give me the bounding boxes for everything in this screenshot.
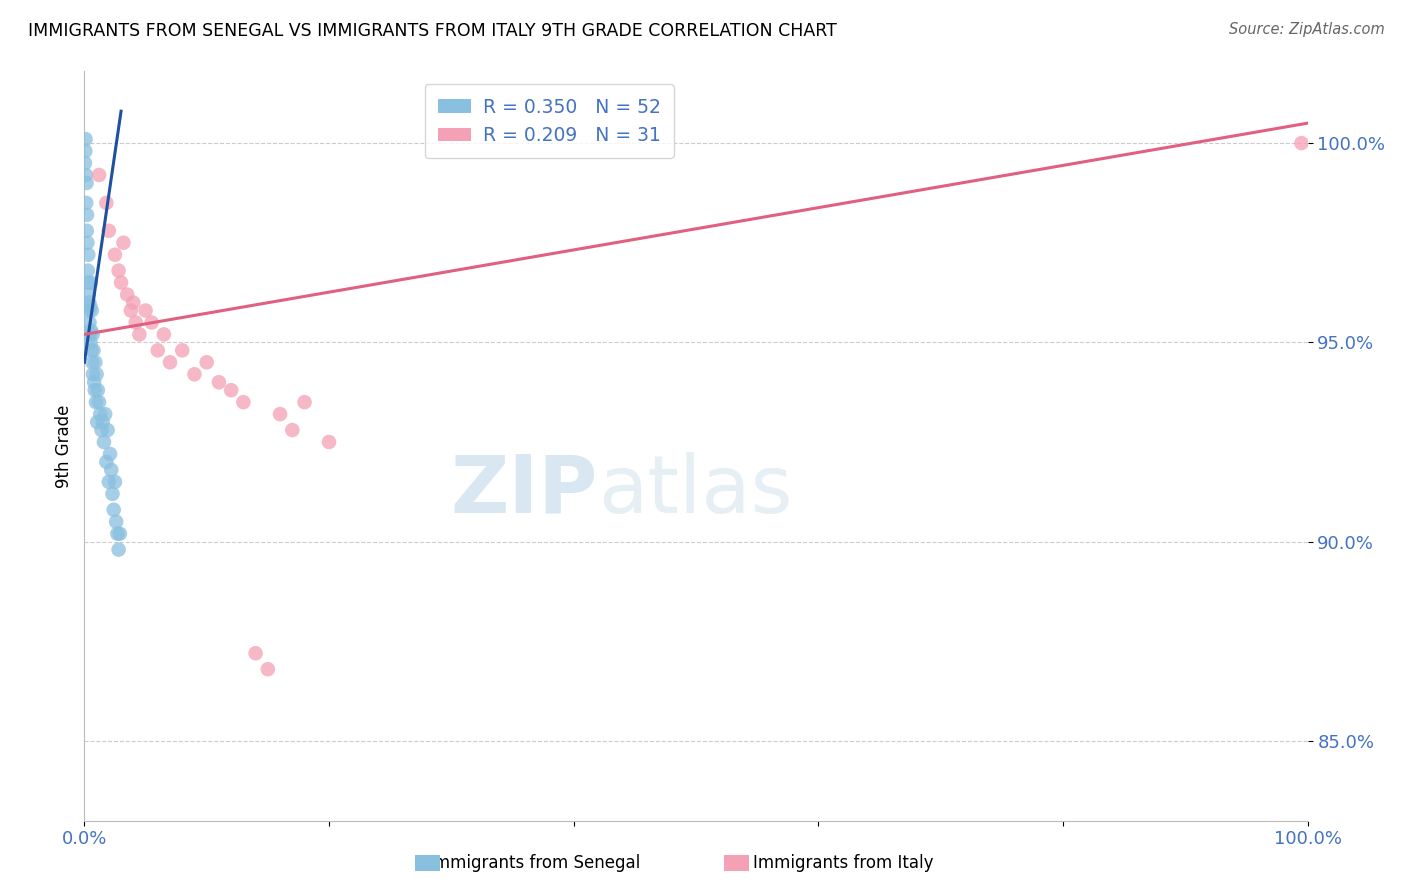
- Point: [105, 526, 128, 541]
- Point: [75, 195, 97, 210]
- Point: [90, 423, 112, 437]
- Point: [245, 646, 267, 660]
- Point: [232, 395, 254, 409]
- Point: [159, 355, 181, 369]
- Point: [75, 168, 97, 182]
- Y-axis label: 9th Grade: 9th Grade: [55, 404, 73, 488]
- Point: [91, 415, 114, 429]
- Point: [82, 327, 104, 342]
- Point: [80, 343, 103, 358]
- Point: [82, 368, 104, 382]
- Point: [96, 195, 118, 210]
- Text: IMMIGRANTS FROM SENEGAL VS IMMIGRANTS FROM ITALY 9TH GRADE CORRELATION CHART: IMMIGRANTS FROM SENEGAL VS IMMIGRANTS FR…: [28, 22, 837, 40]
- Point: [97, 224, 120, 238]
- Text: ZIP: ZIP: [451, 452, 598, 530]
- Point: [79, 327, 101, 342]
- Point: [318, 435, 340, 450]
- Point: [219, 383, 242, 397]
- Point: [195, 355, 218, 369]
- Text: atlas: atlas: [598, 452, 793, 530]
- Point: [77, 287, 100, 301]
- Point: [94, 407, 117, 421]
- Point: [120, 303, 142, 318]
- Point: [83, 383, 105, 397]
- Point: [153, 327, 176, 342]
- Point: [77, 276, 100, 290]
- Point: [77, 295, 100, 310]
- Point: [87, 168, 110, 182]
- Point: [84, 355, 107, 369]
- Point: [82, 355, 104, 369]
- Point: [87, 383, 110, 397]
- Point: [89, 407, 111, 421]
- Point: [80, 323, 103, 337]
- Point: [125, 315, 148, 329]
- Point: [107, 542, 129, 557]
- Point: [108, 526, 131, 541]
- Point: [83, 343, 105, 358]
- Point: [86, 368, 108, 382]
- Point: [105, 515, 128, 529]
- Point: [257, 662, 280, 676]
- Text: Immigrants from Italy: Immigrants from Italy: [754, 855, 934, 872]
- Point: [141, 315, 163, 329]
- Point: [76, 208, 98, 222]
- Point: [87, 395, 110, 409]
- Point: [73, 156, 96, 170]
- Point: [76, 235, 98, 250]
- Point: [77, 248, 100, 262]
- Text: Immigrants from Senegal: Immigrants from Senegal: [429, 855, 640, 872]
- Point: [112, 235, 135, 250]
- Point: [80, 276, 103, 290]
- Point: [75, 132, 97, 146]
- Point: [104, 248, 127, 262]
- Point: [77, 303, 100, 318]
- Point: [79, 335, 101, 350]
- Point: [84, 395, 107, 409]
- Point: [86, 415, 108, 429]
- Point: [183, 368, 205, 382]
- Point: [98, 447, 121, 461]
- Point: [1291, 136, 1313, 150]
- Point: [100, 463, 122, 477]
- Point: [135, 303, 157, 318]
- Point: [103, 502, 125, 516]
- Point: [115, 287, 138, 301]
- Point: [281, 423, 304, 437]
- Point: [75, 144, 97, 158]
- Point: [96, 455, 118, 469]
- Point: [146, 343, 169, 358]
- Text: Source: ZipAtlas.com: Source: ZipAtlas.com: [1229, 22, 1385, 37]
- Point: [208, 376, 231, 390]
- Point: [104, 475, 127, 489]
- Point: [79, 315, 101, 329]
- Point: [83, 376, 105, 390]
- Point: [294, 395, 316, 409]
- Point: [128, 327, 150, 342]
- Point: [97, 475, 120, 489]
- Point: [110, 276, 132, 290]
- Point: [79, 300, 101, 314]
- Legend: R = 0.350   N = 52, R = 0.209   N = 31: R = 0.350 N = 52, R = 0.209 N = 31: [425, 85, 673, 158]
- Point: [93, 435, 115, 450]
- Point: [76, 176, 98, 190]
- Point: [80, 303, 103, 318]
- Point: [122, 295, 145, 310]
- Point: [76, 263, 98, 277]
- Point: [305, 833, 328, 847]
- Point: [107, 263, 129, 277]
- Point: [172, 343, 194, 358]
- Point: [101, 487, 124, 501]
- Point: [76, 224, 98, 238]
- Point: [97, 423, 120, 437]
- Point: [269, 407, 291, 421]
